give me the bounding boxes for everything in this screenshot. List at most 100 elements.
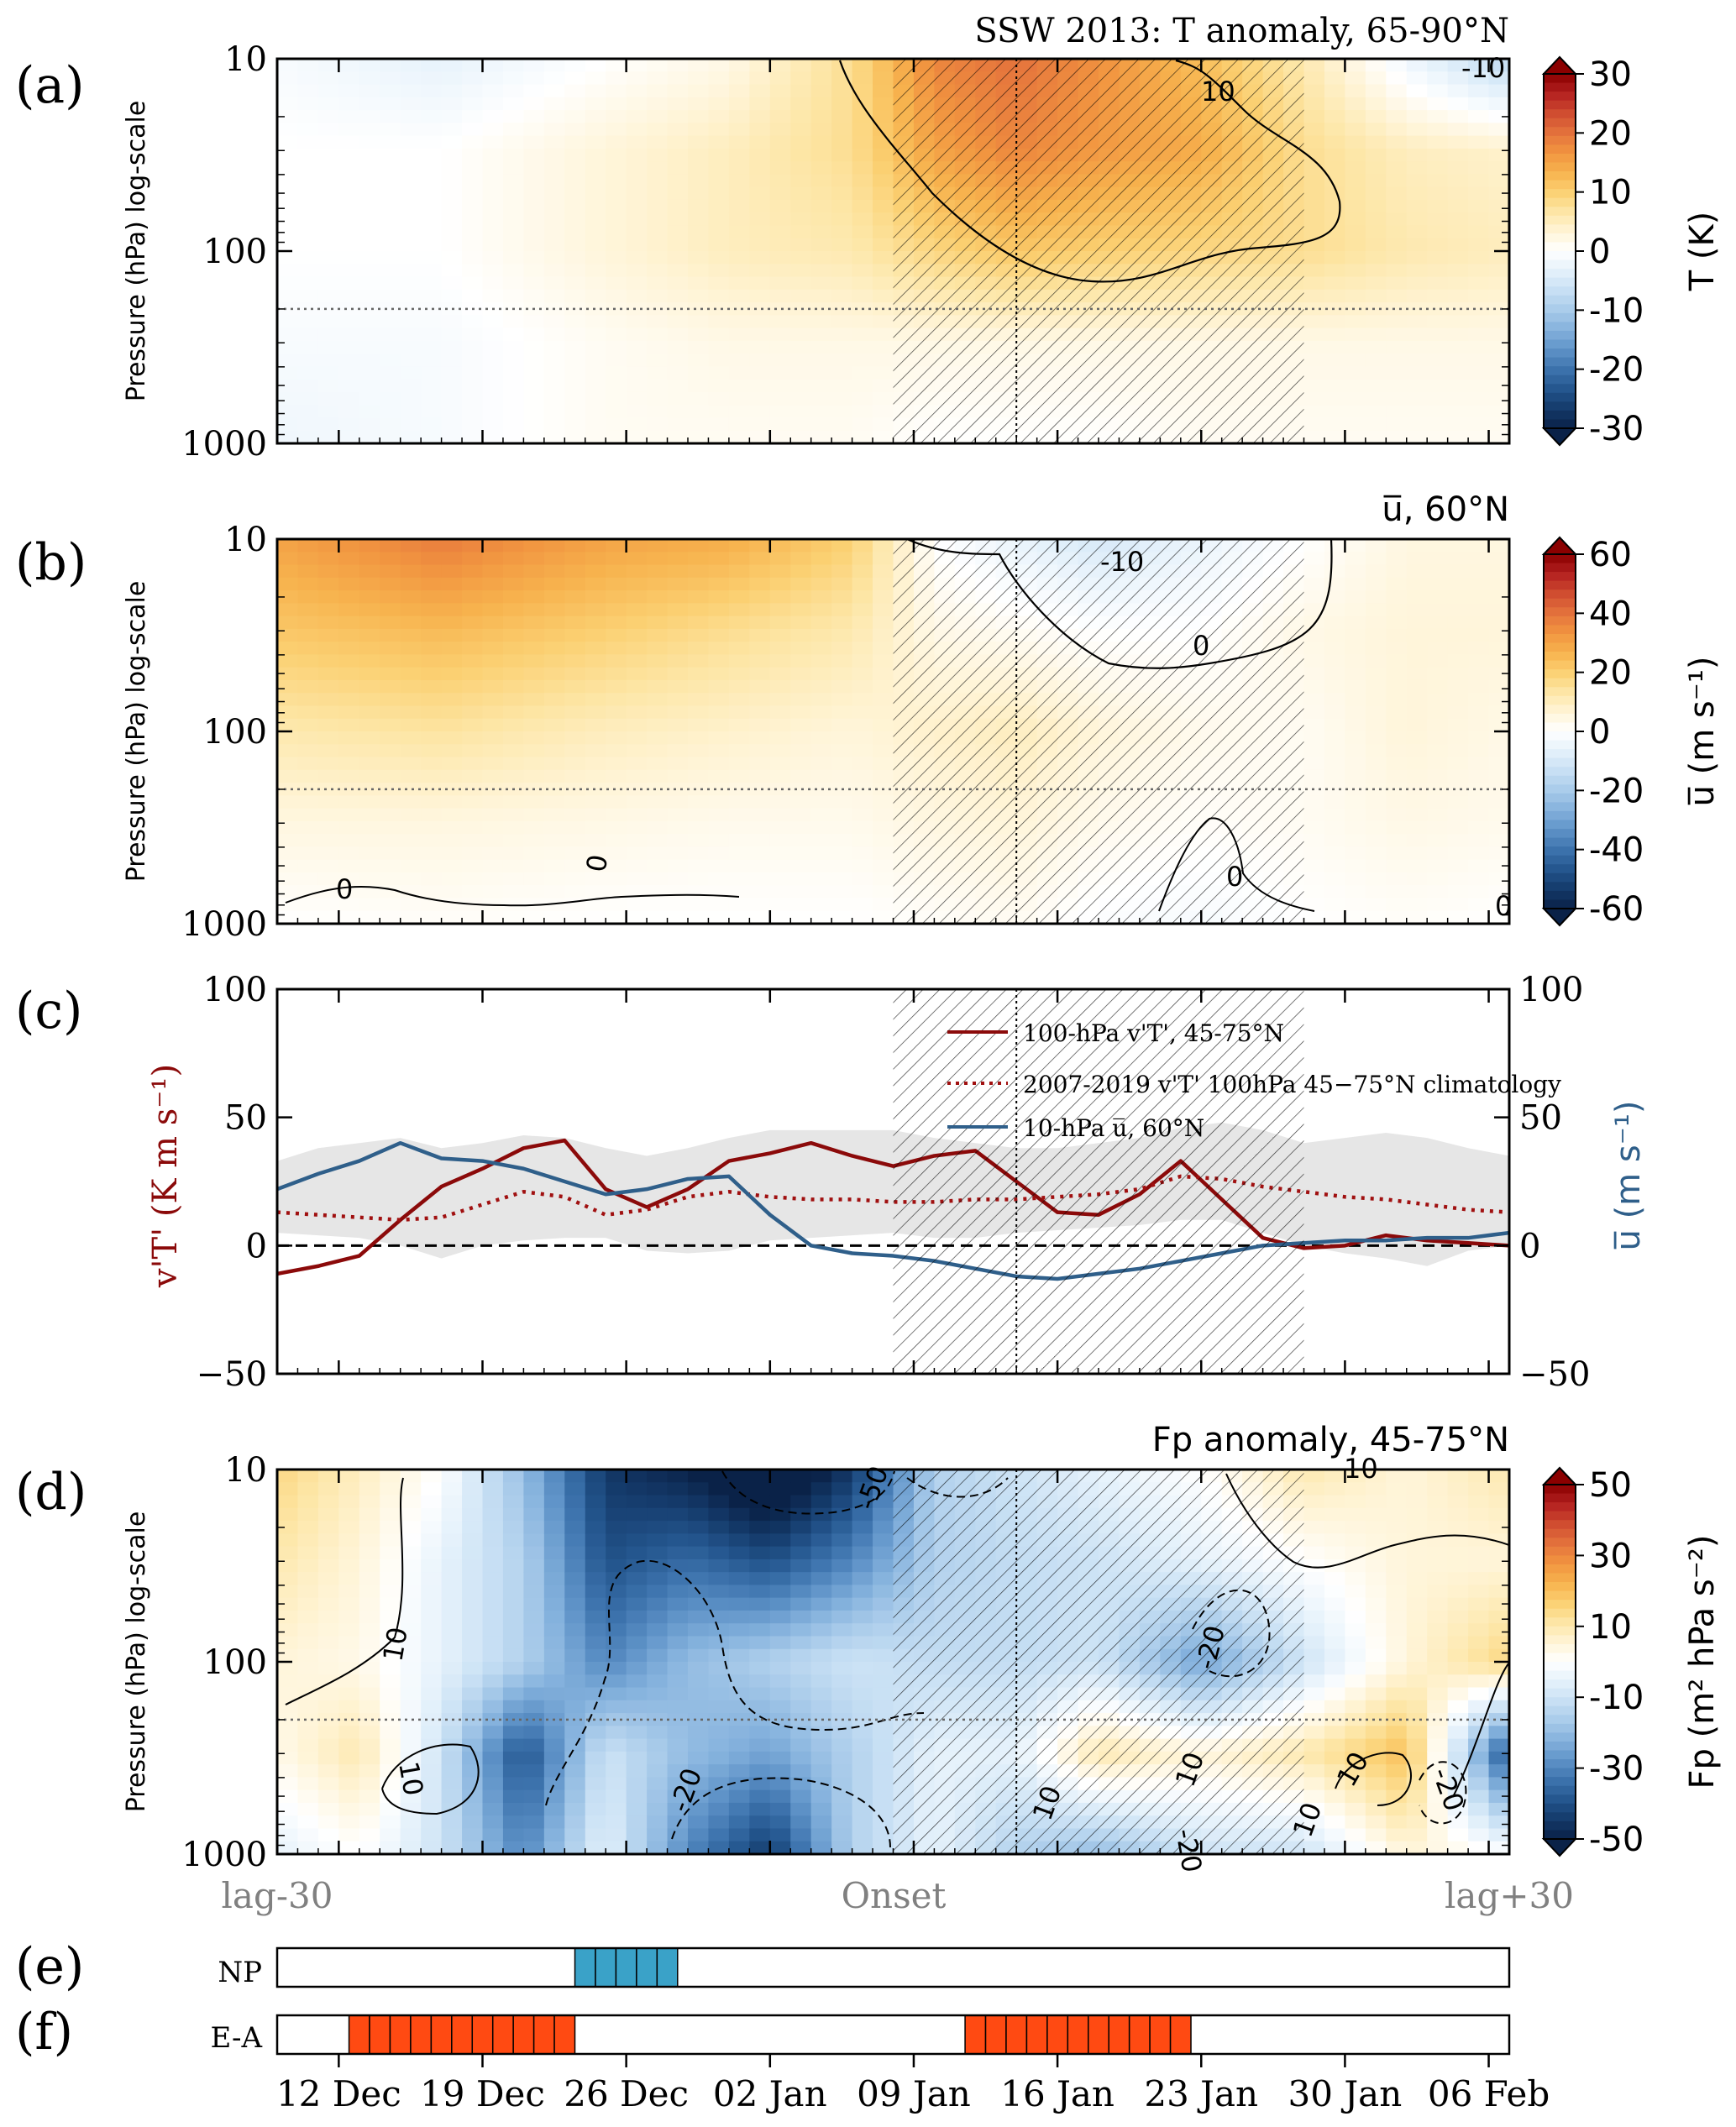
- heat-cell: [708, 84, 730, 98]
- heat-cell: [647, 705, 669, 720]
- heat-cell: [585, 212, 606, 227]
- heat-cell: [1324, 577, 1346, 591]
- heat-cell: [1427, 354, 1449, 368]
- heat-cell: [831, 430, 853, 443]
- heat-cell: [1365, 161, 1387, 176]
- heat-cell: [831, 679, 853, 694]
- heat-cell: [626, 1662, 648, 1676]
- heat-cell: [708, 590, 730, 605]
- heat-cell: [810, 1636, 832, 1650]
- heat-cell: [400, 354, 422, 368]
- heat-cell: [297, 552, 319, 566]
- heat-cell: [297, 1841, 319, 1854]
- heat-cell: [688, 1726, 710, 1740]
- heat-cell: [462, 910, 484, 924]
- heat-cell: [831, 289, 853, 303]
- heat-cell: [1488, 405, 1509, 419]
- heat-cell: [502, 795, 525, 809]
- heat-cell: [831, 577, 853, 591]
- heat-cell: [688, 327, 710, 342]
- heat-cell: [317, 315, 340, 329]
- heat-cell: [338, 1559, 360, 1573]
- heat-cell: [749, 744, 771, 758]
- heat-cell: [421, 366, 443, 380]
- heat-cell: [606, 148, 627, 162]
- heat-cell: [688, 276, 710, 291]
- heat-cell: [380, 148, 401, 162]
- heat-cell: [606, 225, 627, 239]
- heat-cell: [380, 590, 401, 605]
- heat-cell: [317, 744, 340, 758]
- heat-cell: [421, 1764, 443, 1779]
- heat-cell: [831, 1648, 853, 1663]
- heat-cell: [297, 1648, 319, 1663]
- heat-cell: [277, 1674, 299, 1689]
- heat-cell: [338, 251, 360, 265]
- heat-cell: [769, 846, 792, 861]
- heat-cell: [626, 564, 648, 579]
- heat-cell: [626, 1636, 648, 1650]
- heat-cell: [1365, 123, 1387, 137]
- heat-cell: [688, 225, 710, 239]
- heat-cell: [1488, 110, 1509, 124]
- heat-cell: [667, 820, 689, 835]
- heat-cell: [1386, 97, 1408, 111]
- heat-cell: [359, 264, 381, 278]
- heat-cell: [647, 1687, 669, 1701]
- heat-cell: [421, 616, 443, 630]
- heat-cell: [441, 769, 463, 783]
- heat-cell: [1303, 174, 1325, 188]
- heat-cell: [1468, 590, 1490, 605]
- heat-cell: [606, 1777, 627, 1791]
- heat-cell: [667, 1687, 689, 1701]
- heat-cell: [523, 430, 545, 443]
- heat-cell: [1386, 898, 1408, 912]
- heat-cell: [606, 642, 627, 656]
- heat-cell: [359, 910, 381, 924]
- heat-cell: [277, 84, 299, 98]
- heat-cell: [564, 590, 586, 605]
- heat-cell: [359, 417, 381, 432]
- heat-cell: [647, 71, 669, 86]
- heat-cell: [1427, 148, 1449, 162]
- heat-cell: [338, 1636, 360, 1650]
- heat-cell: [523, 379, 545, 393]
- heat-cell: [606, 430, 627, 443]
- heat-cell: [647, 1597, 669, 1611]
- heat-cell: [543, 391, 566, 406]
- heat-cell: [543, 846, 566, 861]
- heat-cell: [647, 1726, 669, 1740]
- heat-cell: [400, 1610, 422, 1624]
- heat-cell: [400, 616, 422, 630]
- heat-cell: [564, 276, 586, 291]
- heat-cell: [543, 744, 566, 758]
- heat-cell: [708, 59, 730, 73]
- heat-cell: [297, 405, 319, 419]
- heat-cell: [749, 1777, 771, 1791]
- heat-cell: [749, 603, 771, 617]
- heat-cell: [1386, 757, 1408, 771]
- heat-cell: [1406, 315, 1428, 329]
- heat-cell: [728, 642, 751, 656]
- heat-cell: [421, 340, 443, 354]
- heat-cell: [338, 135, 360, 149]
- heat-cell: [749, 783, 771, 797]
- heat-cell: [749, 1610, 771, 1624]
- heat-cell: [277, 1533, 299, 1548]
- heat-cell: [564, 315, 586, 329]
- heat-cell: [688, 872, 710, 886]
- heat-cell: [810, 757, 832, 771]
- heat-cell: [606, 366, 627, 380]
- heat-cell: [831, 898, 853, 912]
- heat-cell: [749, 718, 771, 732]
- heat-cell: [462, 1559, 484, 1573]
- heat-cell: [1345, 327, 1366, 342]
- heat-cell: [1488, 795, 1509, 809]
- heat-cell: [647, 872, 669, 886]
- heat-cell: [606, 1738, 627, 1752]
- heat-cell: [749, 654, 771, 668]
- heat-cell: [1468, 577, 1490, 591]
- heat-cell: [523, 276, 545, 291]
- heat-cell: [277, 1738, 299, 1752]
- heat-cell: [1303, 603, 1325, 617]
